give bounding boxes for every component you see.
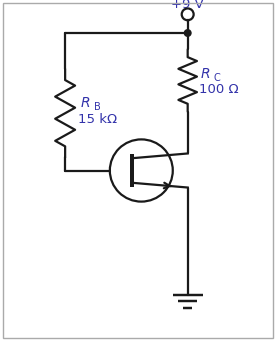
Circle shape (184, 30, 191, 36)
Text: $R$: $R$ (80, 97, 90, 110)
Text: $R$: $R$ (200, 67, 211, 81)
Text: 15 kΩ: 15 kΩ (78, 113, 117, 125)
Text: +9 V: +9 V (171, 0, 204, 11)
Text: B: B (94, 102, 101, 112)
Text: C: C (214, 73, 220, 83)
Text: 100 Ω: 100 Ω (199, 83, 239, 96)
